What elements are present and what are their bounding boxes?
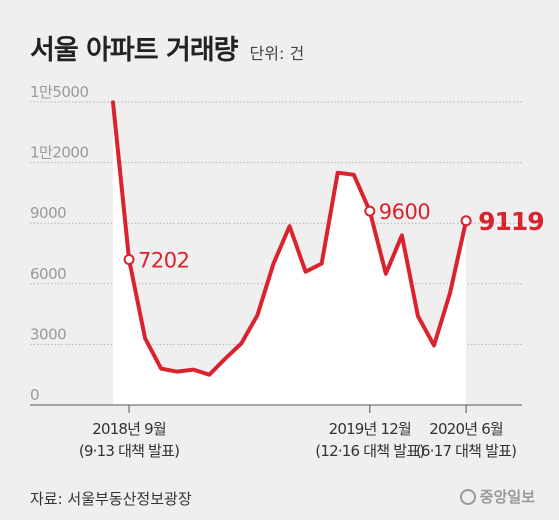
x-tick-label: 2020년 6월 (429, 420, 503, 438)
x-tick-sublabel: (6·17 대책 발표) (416, 442, 516, 460)
area-fill (113, 102, 467, 405)
data-label: 9119 (478, 207, 544, 236)
y-tick-label: 0 (30, 386, 39, 404)
data-point-marker (123, 254, 135, 266)
x-tick-sublabel: (12·16 대책 발표) (315, 442, 424, 460)
data-point-marker (460, 215, 472, 227)
y-tick-label: 6000 (30, 265, 66, 283)
x-tick-sublabel: (9·13 대책 발표) (79, 442, 179, 460)
y-tick-label: 3000 (30, 325, 66, 343)
series-line (111, 100, 469, 377)
x-tick-label: 2019년 12월 (329, 420, 411, 438)
data-label: 9600 (379, 200, 430, 224)
unit-label: 단위: 건 (249, 44, 305, 63)
joongang-logo-icon (459, 488, 476, 505)
publisher-logo: 중앙일보 (459, 486, 535, 507)
chart-title: 서울 아파트 거래량 (30, 35, 239, 66)
y-tick-label: 1만2000 (30, 144, 89, 162)
y-tick-label: 9000 (30, 204, 66, 222)
data-label: 7202 (138, 249, 189, 273)
source-note: 자료: 서울부동산정보광장 (30, 490, 192, 508)
logo-text: 중앙일보 (479, 488, 535, 506)
y-tick-label: 1만5000 (30, 83, 89, 101)
data-point-marker (364, 205, 376, 217)
x-tick-label: 2018년 9월 (92, 420, 166, 438)
chart-header: 서울 아파트 거래량 단위: 건 (30, 28, 304, 67)
